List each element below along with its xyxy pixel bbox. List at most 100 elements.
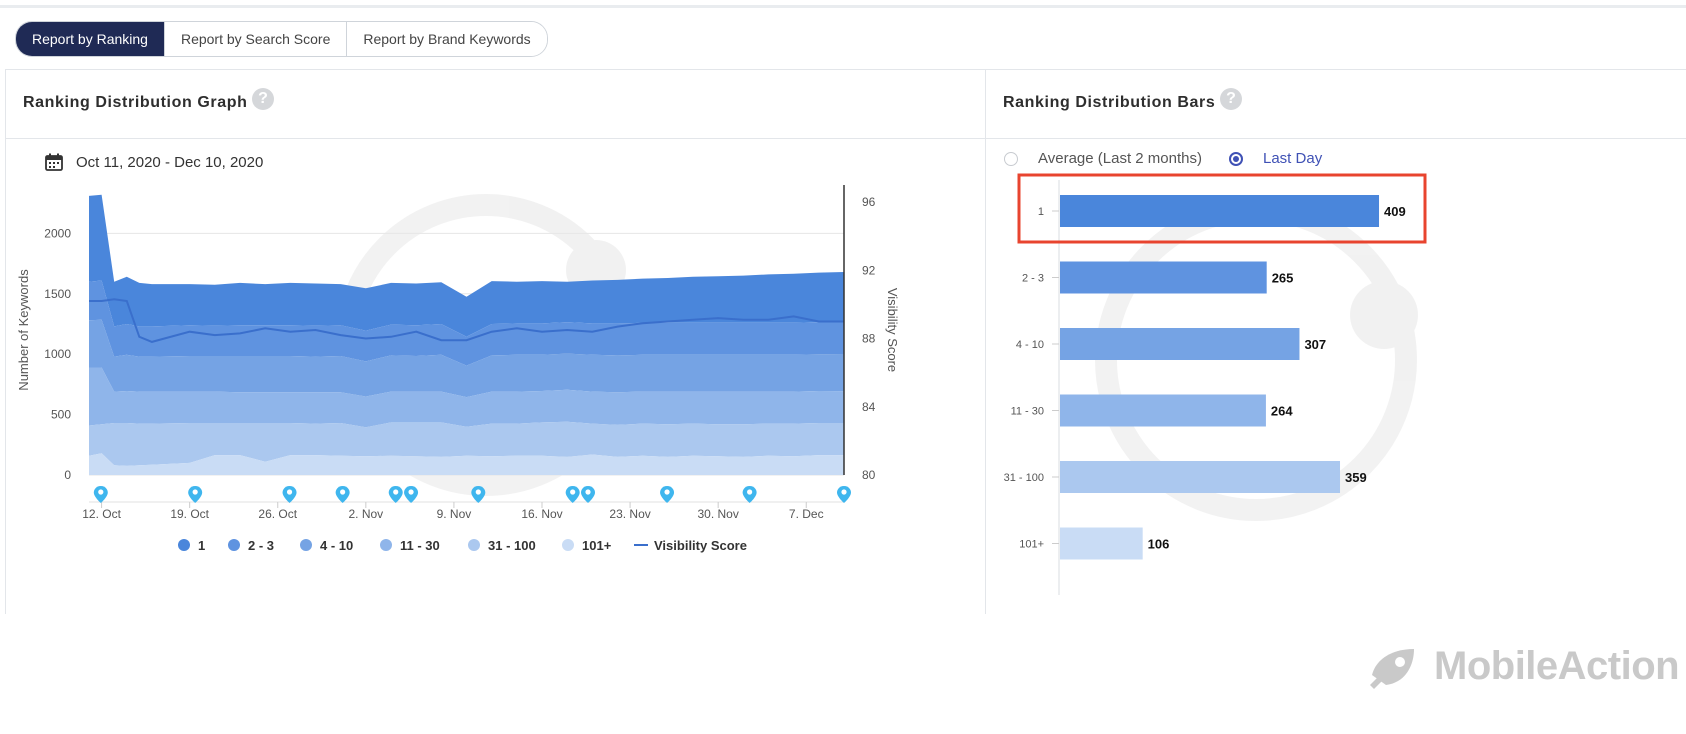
data-label: 359 bbox=[1345, 470, 1367, 485]
legend-item: 11 - 30 bbox=[380, 538, 440, 553]
question-icon[interactable]: ? bbox=[252, 88, 274, 110]
area-31-100 bbox=[89, 421, 844, 466]
ranking-distribution-bar-chart: 1 409 2 - 3 265 4 - 10 307 11 - 30 264 31 - 100 3… bbox=[1004, 173, 1427, 595]
bar bbox=[1060, 261, 1267, 294]
radio-label: Last Day bbox=[1263, 150, 1323, 167]
y-tick-label: 2000 bbox=[44, 226, 71, 240]
radio-circle bbox=[1004, 151, 1018, 166]
x-tick-label: 12. Oct bbox=[82, 507, 121, 521]
y2-tick-label: 84 bbox=[862, 400, 876, 414]
location-pin-icon bbox=[404, 486, 419, 503]
legend-dot-icon bbox=[228, 539, 240, 551]
report-tabs: Report by Ranking Report by Search Score… bbox=[15, 21, 548, 57]
data-label: 106 bbox=[1148, 537, 1170, 552]
data-label: 409 bbox=[1384, 204, 1406, 219]
brand-name: MobileAction bbox=[1434, 644, 1680, 688]
left-panel-border bbox=[5, 69, 6, 614]
panel-top-border bbox=[5, 69, 1686, 70]
mobileaction-brand: MobileAction bbox=[1366, 644, 1680, 689]
category-label: 4 - 10 bbox=[1016, 339, 1044, 351]
location-pin-icon bbox=[282, 486, 297, 503]
bar bbox=[1060, 527, 1143, 560]
legend-label: 1 bbox=[198, 538, 205, 553]
y2-tick-label: 96 bbox=[862, 195, 876, 209]
ranking-distribution-area-chart: 0 500 1000 1500 2000 80 84 88 92 96 Number of Keyw… bbox=[16, 185, 900, 553]
tab-report-by-search-score[interactable]: Report by Search Score bbox=[163, 22, 347, 56]
legend-dot-icon bbox=[300, 539, 312, 551]
x-tick-label: 26. Oct bbox=[258, 507, 297, 521]
category-label: 101+ bbox=[1019, 539, 1044, 551]
ranking-distribution-graph-title: Ranking Distribution Graph bbox=[23, 94, 248, 111]
y2-axis-label: Visibility Score bbox=[885, 288, 900, 372]
data-label: 265 bbox=[1272, 271, 1294, 286]
bar bbox=[1060, 461, 1341, 493]
legend-item: 4 - 10 bbox=[300, 538, 353, 553]
top-border bbox=[0, 5, 1686, 8]
area-4-10 bbox=[89, 319, 844, 398]
visibility-score-series bbox=[89, 298, 844, 343]
x-tick-label: 19. Oct bbox=[170, 507, 209, 521]
radio-last-day[interactable]: Last Day bbox=[1229, 150, 1322, 167]
y-tick-label: 500 bbox=[51, 408, 71, 422]
legend-label: 31 - 100 bbox=[488, 538, 536, 553]
location-pin-icon bbox=[188, 486, 203, 503]
ranking-distribution-bars-title: Ranking Distribution Bars bbox=[1003, 94, 1216, 111]
calendar-icon bbox=[45, 153, 63, 171]
x-tick-label: 9. Nov bbox=[437, 507, 472, 521]
date-range-text: Oct 11, 2020 - Dec 10, 2020 bbox=[76, 153, 264, 171]
bar bbox=[1060, 195, 1380, 227]
radio-label: Average (Last 2 months) bbox=[1038, 150, 1202, 167]
location-pin-icon bbox=[565, 486, 580, 503]
x-tick-label: 2. Nov bbox=[348, 507, 383, 521]
location-pin-icon bbox=[93, 486, 108, 503]
x-tick-label: 16. Nov bbox=[521, 507, 562, 521]
legend-item: Visibility Score bbox=[634, 538, 747, 553]
y-axis-label: Number of Keywords bbox=[16, 269, 31, 391]
legend-label: 101+ bbox=[582, 538, 612, 553]
legend-label: 11 - 30 bbox=[400, 538, 440, 553]
category-label: 11 - 30 bbox=[1011, 406, 1044, 418]
tab-report-by-brand-keywords[interactable]: Report by Brand Keywords bbox=[346, 22, 547, 56]
area-11-30 bbox=[89, 367, 844, 428]
location-pin-icon bbox=[660, 486, 675, 503]
area-2-3 bbox=[89, 280, 844, 366]
highlight-box bbox=[1017, 173, 1427, 244]
category-label: 31 - 100 bbox=[1004, 472, 1044, 484]
legend-label: 2 - 3 bbox=[248, 538, 274, 553]
location-pin-icon bbox=[742, 486, 757, 503]
x-tick-label: 23. Nov bbox=[609, 507, 650, 521]
area-101plus bbox=[89, 453, 844, 475]
radio-average-last-2-months[interactable]: Average (Last 2 months) bbox=[1004, 150, 1202, 167]
category-label: 1 bbox=[1038, 206, 1044, 218]
axes: 0 500 1000 1500 2000 80 84 88 92 96 Number of Keyw… bbox=[16, 185, 900, 521]
bar bbox=[1060, 328, 1300, 360]
date-range-picker[interactable]: Oct 11, 2020 - Dec 10, 2020 bbox=[44, 152, 263, 172]
tab-report-by-ranking[interactable]: Report by Ranking bbox=[16, 22, 164, 56]
location-pin-icon bbox=[388, 486, 403, 503]
x-tick-label: 7. Dec bbox=[789, 507, 824, 521]
legend-dot-icon bbox=[178, 539, 190, 551]
visibility-score-line bbox=[89, 298, 844, 343]
panel-divider bbox=[985, 69, 986, 614]
location-pin-icon bbox=[837, 486, 851, 503]
area-series bbox=[89, 194, 844, 475]
y-tick-label: 1000 bbox=[44, 347, 71, 361]
location-pin-icon bbox=[335, 486, 350, 503]
data-label: 264 bbox=[1271, 404, 1293, 419]
location-pin-icon bbox=[581, 486, 596, 503]
question-icon[interactable]: ? bbox=[1220, 88, 1242, 110]
bar-series: 1 409 2 - 3 265 4 - 10 307 11 - 30 264 31 - 100 3… bbox=[1004, 173, 1427, 595]
y-tick-label: 0 bbox=[64, 468, 71, 482]
category-label: 2 - 3 bbox=[1022, 273, 1044, 285]
area-1 bbox=[89, 194, 844, 337]
mobileaction-logo bbox=[1370, 648, 1414, 689]
legend-item: 2 - 3 bbox=[228, 538, 274, 553]
radio-circle bbox=[1229, 151, 1243, 166]
data-label: 307 bbox=[1304, 337, 1326, 352]
legend-dot-icon bbox=[468, 539, 480, 551]
panel-header-divider bbox=[5, 138, 1686, 139]
legend-item: 31 - 100 bbox=[468, 538, 536, 553]
location-pin-icon bbox=[471, 486, 486, 503]
legend-item: 1 bbox=[178, 538, 205, 553]
legend-dot-icon bbox=[380, 539, 392, 551]
